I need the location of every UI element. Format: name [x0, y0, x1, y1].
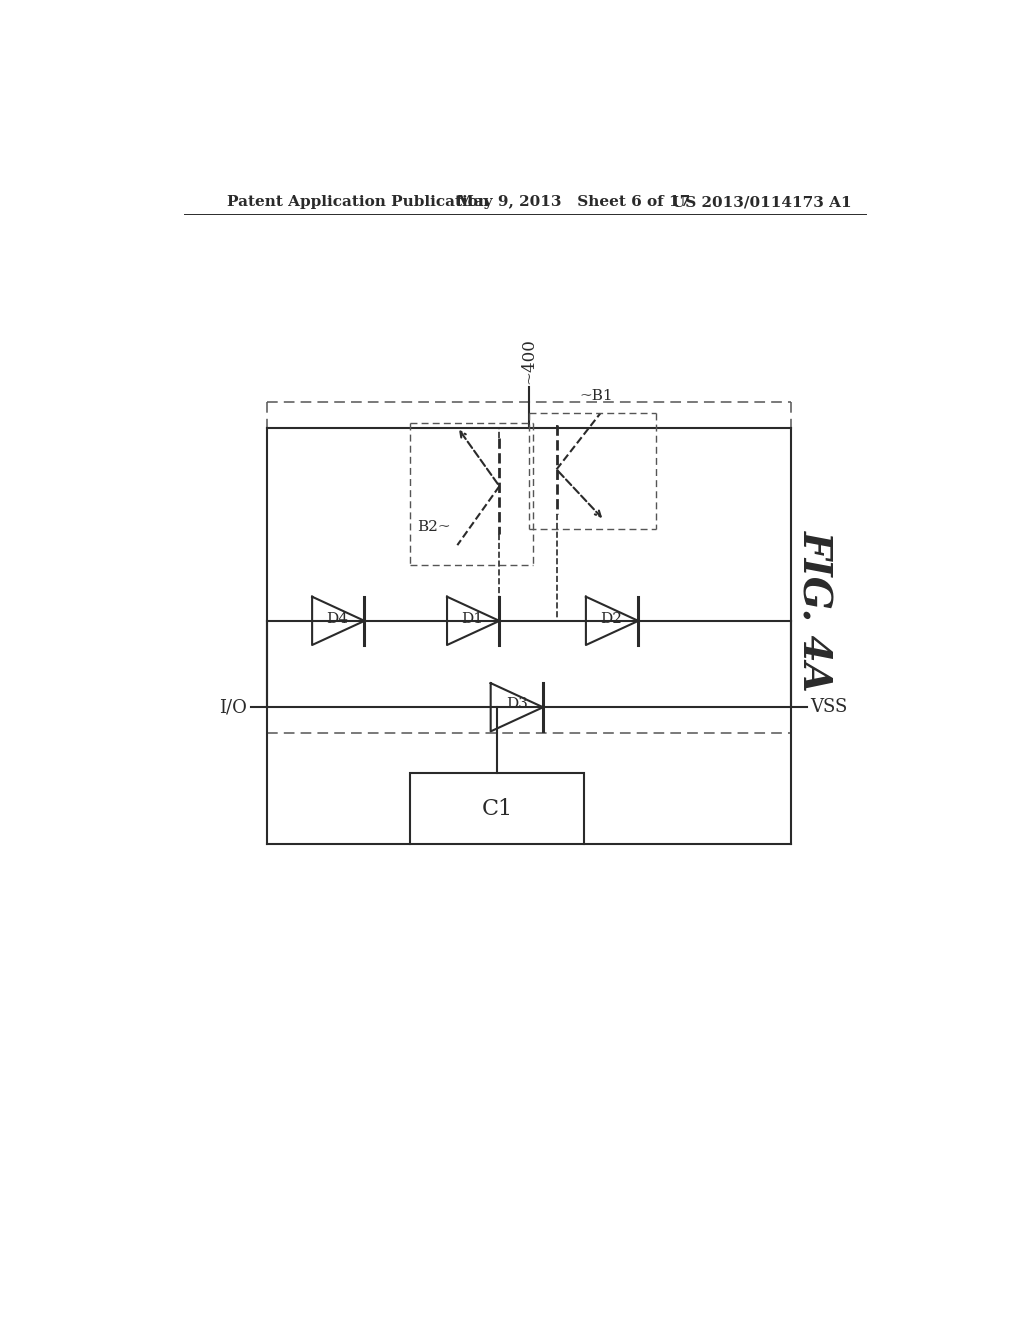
Text: D1: D1: [462, 612, 483, 626]
Text: B2~: B2~: [417, 520, 451, 533]
Text: I/O: I/O: [219, 698, 247, 717]
Text: D4: D4: [327, 612, 348, 626]
Text: Patent Application Publication: Patent Application Publication: [227, 195, 489, 209]
Text: ~400: ~400: [520, 338, 538, 384]
Text: VSS: VSS: [811, 698, 848, 717]
Bar: [410, 774, 585, 845]
Text: D2: D2: [600, 612, 623, 626]
Text: C1: C1: [481, 797, 513, 820]
Text: May 9, 2013   Sheet 6 of 17: May 9, 2013 Sheet 6 of 17: [458, 195, 690, 209]
Text: US 2013/0114173 A1: US 2013/0114173 A1: [672, 195, 851, 209]
Text: FIG. 4A: FIG. 4A: [796, 529, 834, 692]
Text: D3: D3: [506, 697, 527, 711]
Text: ~B1: ~B1: [580, 389, 613, 404]
